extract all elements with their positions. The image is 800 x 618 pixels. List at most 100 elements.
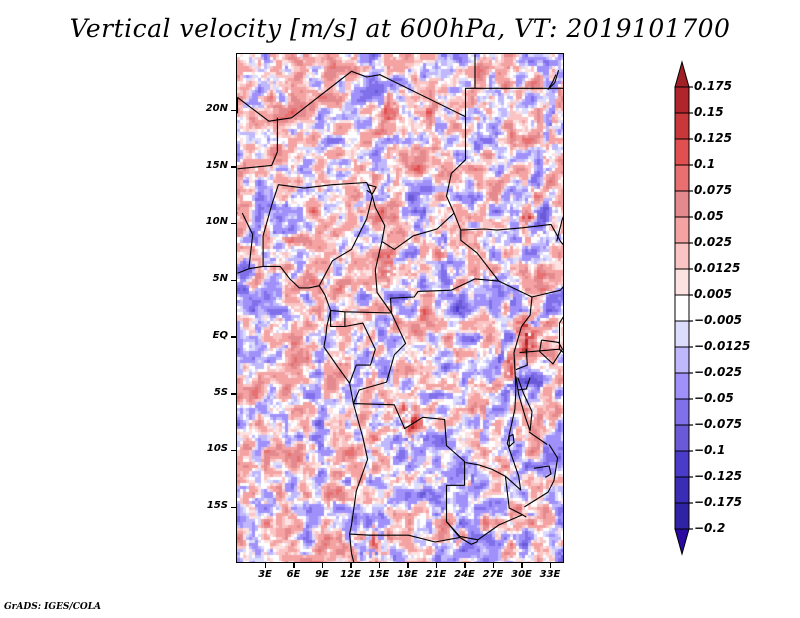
x-tick-mark (378, 563, 380, 568)
border-line (318, 195, 373, 286)
y-tick-mark (231, 506, 236, 508)
x-tick-mark (521, 563, 523, 568)
border-line (460, 223, 563, 246)
x-tick-label: 3E (258, 569, 272, 580)
x-tick-label: 30E (511, 569, 532, 580)
y-tick-label: 5N (212, 273, 228, 285)
y-tick-label: EQ (212, 329, 228, 341)
border-line (515, 349, 528, 371)
y-tick-mark (231, 336, 236, 338)
colorbar-segment (674, 86, 690, 114)
colorbar-label: −0.075 (694, 417, 743, 431)
x-tick-mark (264, 563, 266, 568)
colorbar-label: 0.15 (694, 105, 724, 119)
x-tick-mark (407, 563, 409, 568)
border-line (352, 312, 407, 404)
x-tick-mark (464, 563, 466, 568)
border-line (533, 465, 552, 478)
border-line (446, 514, 527, 541)
x-tick-label: 15E (368, 569, 390, 580)
border-line (330, 310, 391, 314)
colorbar-label: −0.0125 (694, 339, 751, 353)
border-line (241, 212, 254, 269)
colorbar-extend-top (674, 60, 690, 88)
x-tick-mark (492, 563, 494, 568)
colorbar-segment (674, 242, 690, 270)
y-tick-mark (231, 166, 236, 168)
x-tick-label: 24E (454, 569, 475, 580)
y-tick-mark (231, 449, 236, 452)
y-tick-label: 5S (213, 386, 228, 398)
border-line (349, 403, 466, 543)
x-tick-label: 27E (482, 569, 504, 580)
y-tick-mark (231, 393, 236, 395)
colorbar-label: 0.125 (694, 131, 732, 145)
chart-title: Vertical velocity [m/s] at 600hPa, VT: 2… (69, 14, 731, 43)
colorbar-segment (674, 372, 690, 400)
border-line (504, 476, 523, 516)
border-line (547, 70, 560, 90)
colorbar-segment (674, 398, 690, 426)
colorbar-segment (674, 190, 690, 218)
colorbar-label: 0.005 (694, 287, 732, 301)
vertical-velocity-field (237, 54, 563, 562)
colorbar-label: 0.175 (694, 79, 732, 93)
colorbar-segment (674, 476, 690, 504)
y-tick-mark (231, 222, 236, 225)
x-tick-mark (350, 563, 352, 568)
border-line (330, 310, 346, 328)
border-line (262, 204, 273, 267)
border-line (517, 377, 531, 391)
y-tick-mark (231, 279, 236, 282)
x-tick-mark (321, 563, 323, 568)
y-tick-mark (231, 109, 236, 111)
colorbar-segment (674, 216, 690, 244)
country-borders (237, 54, 563, 562)
colorbar-label: 0.05 (694, 209, 724, 223)
border-line (515, 376, 533, 432)
colorbar-label: −0.025 (694, 365, 743, 379)
colorbar-label: −0.125 (694, 469, 743, 483)
y-tick-label: 10S (206, 443, 228, 455)
footer-credit: GrADS: IGES/COLA (4, 602, 102, 612)
x-tick-mark (293, 563, 295, 568)
colorbar-segment (674, 294, 690, 322)
colorbar-label: 0.1 (694, 157, 716, 171)
x-tick-label: 33E (539, 569, 561, 580)
colorbar-label: −0.2 (694, 521, 726, 535)
y-tick-label: 15S (206, 500, 228, 511)
colorbar-label: −0.1 (694, 443, 726, 457)
border-line (519, 316, 563, 354)
border-line (366, 184, 377, 195)
border-line (539, 339, 563, 365)
colorbar-segment (674, 112, 690, 140)
colorbar-segment (674, 268, 690, 296)
border-line (344, 322, 376, 384)
x-tick-label: 6E (286, 569, 301, 580)
border-line (464, 87, 563, 117)
border-line (508, 433, 515, 448)
colorbar-label: 0.025 (694, 235, 732, 249)
x-tick-label: 21E (425, 569, 447, 580)
border-line (556, 216, 563, 242)
border-line (237, 151, 278, 170)
colorbar-label: −0.05 (694, 391, 734, 405)
colorbar-label: −0.175 (694, 495, 743, 509)
colorbar-label: 0.075 (694, 183, 732, 197)
x-tick-label: 12E (340, 569, 361, 580)
colorbar-segment (674, 320, 690, 348)
y-tick-label: 15N (205, 159, 228, 171)
border-line (371, 195, 455, 250)
border-line (271, 181, 373, 206)
border-line (237, 265, 369, 562)
colorbar-extend-bottom (674, 528, 690, 556)
colorbar-label: −0.005 (694, 313, 743, 327)
x-tick-label: 9E (315, 569, 329, 580)
y-tick-label: 20N (205, 103, 228, 114)
border-line (524, 444, 559, 508)
colorbar-segment (674, 424, 690, 452)
border-line (465, 296, 533, 491)
x-tick-mark (549, 563, 551, 568)
border-line (237, 70, 467, 231)
border-line (528, 431, 548, 445)
